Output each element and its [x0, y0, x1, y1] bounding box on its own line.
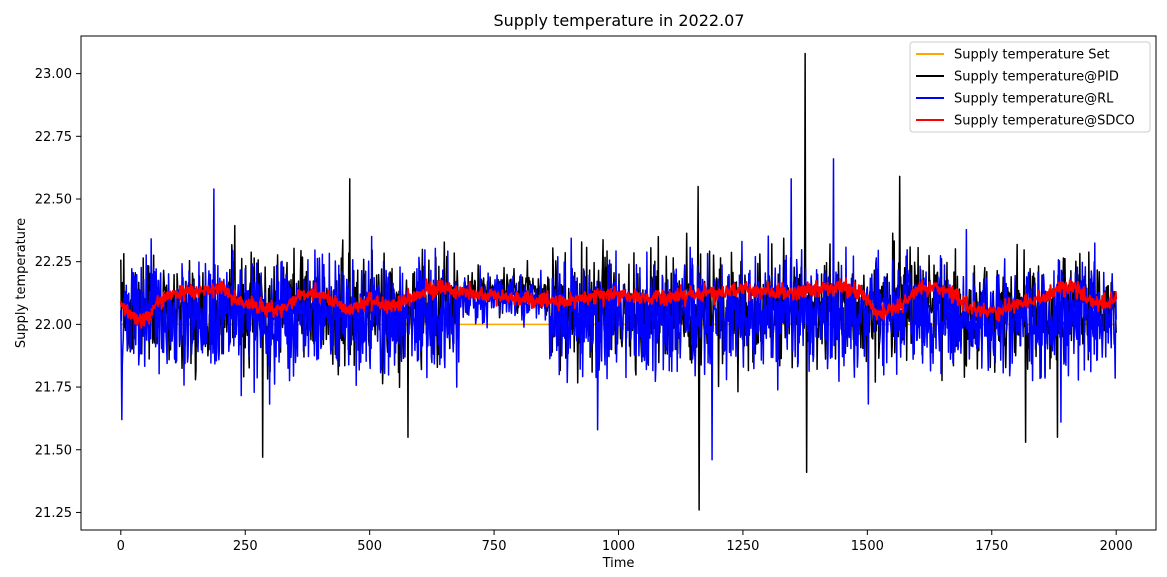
- x-tick-label: 0: [117, 539, 125, 554]
- chart-title: Supply temperature in 2022.07: [493, 11, 744, 30]
- series-line-supply-temperature-rl: [120, 158, 1117, 461]
- series-line-supply-temperature-sdco: [119, 277, 1118, 329]
- y-axis-label: Supply temperature: [14, 218, 29, 348]
- y-tick-label: 21.25: [35, 506, 72, 521]
- legend-label: Supply temperature@PID: [954, 70, 1119, 85]
- plot-area: [119, 52, 1118, 511]
- x-tick-label: 1500: [851, 539, 884, 554]
- legend-box: [909, 41, 1151, 133]
- x-tick-label: 250: [233, 539, 258, 554]
- x-tick-label: 1250: [726, 539, 759, 554]
- y-tick-label: 22.00: [35, 318, 72, 333]
- x-axis-label: Time: [602, 556, 635, 571]
- legend-label: Supply temperature@RL: [954, 92, 1114, 107]
- y-tick-label: 22.75: [35, 130, 72, 145]
- x-tick-label: 1750: [975, 539, 1008, 554]
- x-tick-label: 1000: [602, 539, 635, 554]
- y-tick-label: 22.25: [35, 255, 72, 270]
- y-tick-label: 21.75: [35, 381, 72, 396]
- legend-label: Supply temperature@SDCO: [954, 114, 1135, 129]
- x-tick-label: 750: [482, 539, 507, 554]
- y-tick-label: 23.00: [35, 67, 72, 82]
- y-tick-label: 22.50: [35, 192, 72, 207]
- x-axis: 0 250 500 750 1000 1250 1500 1750 2000: [117, 530, 1133, 554]
- x-tick-label: 500: [357, 539, 382, 554]
- legend: Supply temperature Set Supply temperature…: [909, 41, 1151, 133]
- y-axis: 21.25 21.50 21.75 22.00 22.25 22.50 22.75 23.00: [35, 67, 81, 521]
- y-tick-label: 21.50: [35, 443, 72, 458]
- x-tick-label: 2000: [1100, 539, 1133, 554]
- legend-label: Supply temperature Set: [954, 48, 1110, 63]
